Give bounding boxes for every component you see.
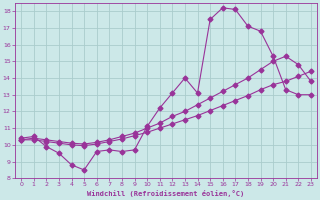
X-axis label: Windchill (Refroidissement éolien,°C): Windchill (Refroidissement éolien,°C) (87, 190, 245, 197)
